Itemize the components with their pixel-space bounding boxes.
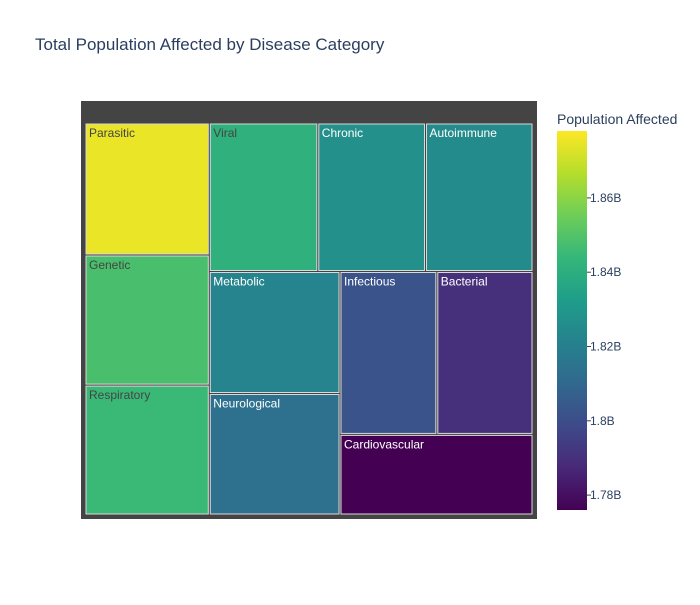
treemap-tile-viral[interactable] [209, 123, 318, 271]
colorbar [557, 131, 587, 510]
treemap-label-parasitic: Parasitic [89, 126, 135, 140]
colorbar-tick-label: 1.82B [590, 340, 621, 354]
treemap-tile-respiratory[interactable] [85, 385, 209, 515]
treemap-tile-parasitic[interactable] [85, 123, 209, 255]
treemap-label-neurological: Neurological [213, 397, 280, 411]
treemap-tile-infectious[interactable] [340, 272, 437, 434]
treemap-label-autoimmune: Autoimmune [430, 126, 498, 140]
treemap-label-bacterial: Bacterial [441, 275, 488, 289]
treemap-label-genetic: Genetic [89, 258, 130, 272]
treemap-tile-cardiovascular[interactable] [340, 434, 533, 515]
treemap-label-cardiovascular: Cardiovascular [344, 437, 424, 451]
treemap-tile-autoimmune[interactable] [426, 123, 533, 271]
colorbar-tick-label: 1.78B [590, 488, 621, 502]
treemap-label-respiratory: Respiratory [89, 388, 150, 402]
colorbar-ticks: 1.78B 1.8B 1.82B 1.84B 1.86B [587, 191, 621, 502]
treemap-label-metabolic: Metabolic [213, 275, 264, 289]
colorbar-tick-label: 1.86B [590, 191, 621, 205]
chart-title: Total Population Affected by Disease Cat… [35, 35, 385, 54]
treemap-tile-neurological[interactable] [209, 394, 340, 515]
treemap-label-infectious: Infectious [344, 275, 395, 289]
colorbar-tick-label: 1.84B [590, 265, 621, 279]
treemap-label-chronic: Chronic [322, 126, 363, 140]
colorbar-title: Population Affected [557, 111, 677, 127]
treemap-tile-metabolic[interactable] [209, 272, 340, 393]
treemap-tiles: Parasitic Genetic Respiratory Viral Chronic A… [85, 123, 533, 515]
colorbar-tick-label: 1.8B [590, 414, 615, 428]
treemap-tile-genetic[interactable] [85, 255, 209, 385]
treemap-tile-chronic[interactable] [318, 123, 425, 271]
treemap-tile-bacterial[interactable] [437, 272, 533, 434]
treemap-label-viral: Viral [213, 126, 237, 140]
